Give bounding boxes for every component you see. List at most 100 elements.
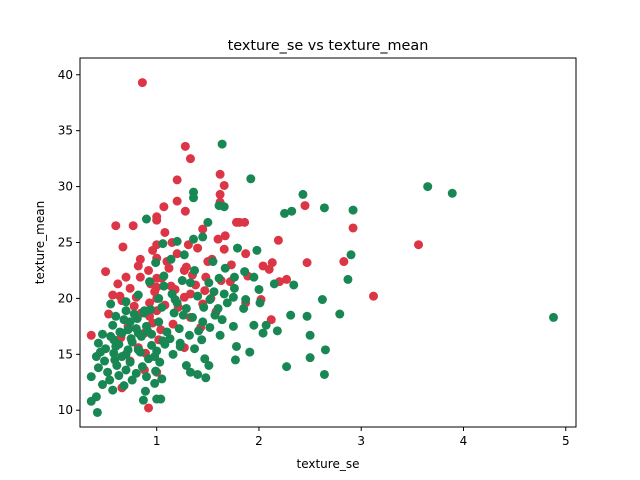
data-point (119, 381, 129, 391)
data-point (121, 365, 131, 375)
data-point (193, 369, 203, 379)
data-point (147, 329, 157, 339)
data-point (121, 349, 131, 359)
data-point (210, 310, 220, 320)
data-point (157, 374, 167, 384)
data-point (200, 286, 210, 296)
data-point (220, 263, 230, 273)
data-point (108, 290, 118, 300)
data-point (125, 283, 135, 293)
data-point (93, 363, 103, 373)
data-point (217, 139, 227, 149)
data-point (254, 284, 264, 294)
data-point (215, 330, 225, 340)
data-point (105, 375, 115, 385)
data-point (198, 232, 208, 242)
data-point (289, 280, 299, 290)
data-point (133, 328, 143, 338)
data-point (184, 330, 194, 340)
data-point (201, 373, 211, 383)
data-point (152, 273, 162, 283)
data-point (175, 338, 185, 348)
data-point (154, 293, 164, 303)
data-point (335, 309, 345, 319)
data-point (190, 265, 200, 275)
data-point (135, 272, 145, 282)
data-point (346, 250, 356, 260)
data-point (214, 273, 224, 283)
data-point (162, 327, 172, 337)
data-point (240, 217, 250, 227)
data-point (131, 368, 141, 378)
data-point (106, 331, 116, 341)
data-point (198, 224, 208, 234)
data-point (160, 339, 170, 349)
data-point (305, 353, 315, 363)
data-point (369, 291, 379, 301)
data-point (108, 320, 118, 330)
data-point (121, 272, 131, 282)
data-point (93, 338, 103, 348)
data-point (208, 257, 218, 267)
data-point (269, 279, 279, 289)
y-tick-label: 35 (58, 124, 73, 138)
data-point (219, 289, 229, 299)
data-point (414, 240, 424, 250)
data-point (241, 295, 251, 305)
data-point (319, 203, 329, 213)
data-point (179, 292, 189, 302)
data-point (203, 217, 213, 227)
data-point (172, 175, 182, 185)
data-point (193, 291, 203, 301)
data-point (95, 347, 105, 357)
data-point (100, 356, 110, 366)
data-point (137, 362, 147, 372)
data-point (229, 272, 239, 282)
data-point (205, 322, 215, 332)
y-tick-label: 25 (58, 236, 73, 250)
data-point (106, 299, 116, 309)
data-point (172, 236, 182, 246)
y-tick-label: 40 (58, 68, 73, 82)
data-point (320, 345, 330, 355)
data-point (241, 249, 251, 259)
data-point (447, 188, 457, 198)
y-tick-label: 10 (58, 403, 73, 417)
data-point (166, 281, 176, 291)
data-point (185, 154, 195, 164)
data-point (286, 310, 296, 320)
data-point (213, 303, 223, 313)
data-point (127, 375, 137, 385)
data-point (140, 386, 150, 396)
data-point (148, 245, 158, 255)
data-point (128, 221, 138, 231)
data-point (228, 321, 238, 331)
data-point (154, 317, 164, 327)
data-point (104, 309, 114, 319)
data-point (108, 385, 118, 395)
x-tick-label: 2 (255, 434, 263, 448)
data-point (267, 258, 277, 268)
data-point (343, 274, 353, 284)
data-point (111, 341, 121, 351)
data-point (166, 254, 176, 264)
data-point (189, 193, 199, 203)
data-point (300, 201, 310, 211)
y-tick-label: 15 (58, 347, 73, 361)
data-point (179, 250, 189, 260)
data-point (121, 297, 131, 307)
data-point (190, 344, 200, 354)
data-point (240, 267, 250, 277)
data-point (123, 325, 133, 335)
data-point (119, 315, 129, 325)
data-point (111, 221, 121, 231)
data-point (113, 279, 123, 289)
data-point (181, 303, 191, 313)
data-point (133, 261, 143, 271)
data-point (232, 243, 242, 253)
data-point (249, 320, 259, 330)
data-point (125, 357, 135, 367)
data-point (168, 349, 178, 359)
data-point (213, 234, 223, 244)
